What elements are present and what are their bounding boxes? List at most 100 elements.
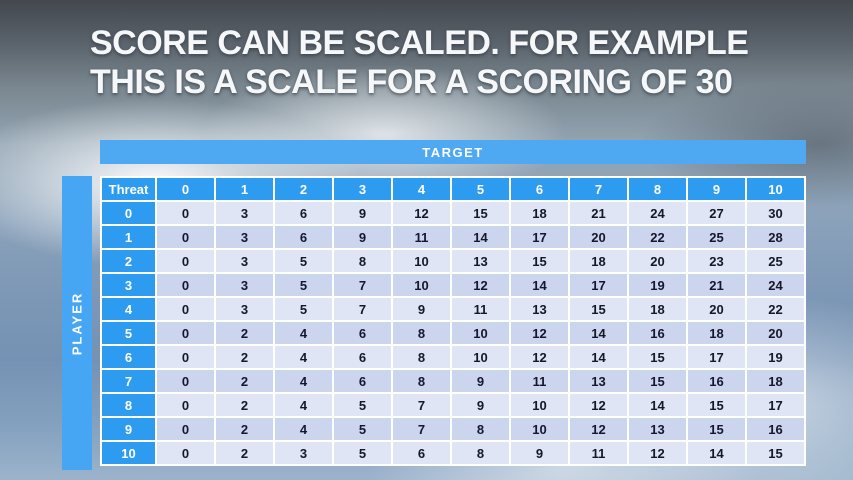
table-header-row: Threat 0 1 2 3 4 5 6 7 8 9 10 [100, 176, 806, 202]
score-cell: 6 [332, 344, 393, 370]
table-row: 10 0 2 3 5 6 8 9 11 12 14 15 [100, 440, 806, 466]
score-cell: 15 [686, 392, 747, 418]
col-header-cell: 8 [627, 176, 688, 202]
score-cell: 2 [214, 392, 275, 418]
row-header-cell: 6 [100, 344, 157, 370]
score-cell: 21 [686, 272, 747, 298]
score-cell: 4 [273, 320, 334, 346]
score-cell: 3 [273, 440, 334, 466]
table-row: 7 0 2 4 6 8 9 11 13 15 16 18 [100, 368, 806, 394]
score-cell: 7 [332, 296, 393, 322]
score-cell: 19 [745, 344, 806, 370]
score-cell: 10 [391, 272, 452, 298]
score-cell: 8 [391, 344, 452, 370]
table-row: 2 0 3 5 8 10 13 15 18 20 23 25 [100, 248, 806, 274]
score-cell: 2 [214, 320, 275, 346]
table-row: 3 0 3 5 7 10 12 14 17 19 21 24 [100, 272, 806, 298]
score-cell: 3 [214, 224, 275, 250]
score-cell: 0 [155, 296, 216, 322]
row-header-cell: 5 [100, 320, 157, 346]
score-cell: 6 [273, 200, 334, 226]
score-cell: 16 [627, 320, 688, 346]
score-cell: 12 [568, 392, 629, 418]
score-cell: 10 [391, 248, 452, 274]
score-cell: 5 [273, 272, 334, 298]
score-cell: 0 [155, 344, 216, 370]
score-cell: 8 [332, 248, 393, 274]
score-cell: 0 [155, 440, 216, 466]
score-cell: 24 [627, 200, 688, 226]
score-cell: 12 [627, 440, 688, 466]
score-cell: 3 [214, 272, 275, 298]
title-line-2: THIS IS A SCALE FOR A SCORING OF 30 [90, 62, 733, 101]
score-cell: 6 [332, 368, 393, 394]
score-cell: 8 [391, 368, 452, 394]
col-header-cell: 7 [568, 176, 629, 202]
table-row: 5 0 2 4 6 8 10 12 14 16 18 20 [100, 320, 806, 346]
score-cell: 3 [214, 248, 275, 274]
table-row: 1 0 3 6 9 11 14 17 20 22 25 28 [100, 224, 806, 250]
score-cell: 2 [214, 416, 275, 442]
score-cell: 20 [745, 320, 806, 346]
score-cell: 12 [509, 320, 570, 346]
col-header-cell: 1 [214, 176, 275, 202]
score-cell: 3 [214, 200, 275, 226]
score-cell: 30 [745, 200, 806, 226]
score-cell: 14 [627, 392, 688, 418]
score-cell: 10 [450, 320, 511, 346]
score-cell: 4 [273, 344, 334, 370]
score-cell: 15 [450, 200, 511, 226]
score-cell: 3 [214, 296, 275, 322]
score-cell: 11 [509, 368, 570, 394]
score-cell: 9 [332, 200, 393, 226]
score-cell: 6 [332, 320, 393, 346]
score-cell: 9 [450, 368, 511, 394]
score-cell: 8 [450, 440, 511, 466]
row-header-cell: 4 [100, 296, 157, 322]
score-cell: 12 [450, 272, 511, 298]
table-row: 9 0 2 4 5 7 8 10 12 13 15 16 [100, 416, 806, 442]
score-cell: 14 [509, 272, 570, 298]
score-cell: 0 [155, 392, 216, 418]
score-cell: 14 [568, 344, 629, 370]
score-cell: 15 [627, 344, 688, 370]
score-cell: 5 [332, 416, 393, 442]
score-cell: 6 [391, 440, 452, 466]
score-cell: 4 [273, 392, 334, 418]
score-cell: 7 [391, 416, 452, 442]
score-cell: 0 [155, 272, 216, 298]
score-cell: 10 [509, 416, 570, 442]
scoring-table: Threat 0 1 2 3 4 5 6 7 8 9 10 0 0 3 6 9 12 15 18 21 24 27 30 1… [100, 176, 806, 466]
table-row: 8 0 2 4 5 7 9 10 12 14 15 17 [100, 392, 806, 418]
player-axis-header: PLAYER [62, 176, 92, 470]
score-cell: 18 [627, 296, 688, 322]
score-cell: 13 [509, 296, 570, 322]
score-cell: 12 [568, 416, 629, 442]
score-cell: 2 [214, 368, 275, 394]
score-cell: 4 [273, 416, 334, 442]
score-cell: 0 [155, 416, 216, 442]
score-cell: 9 [391, 296, 452, 322]
player-axis-label: PLAYER [69, 291, 85, 355]
col-header-cell: 3 [332, 176, 393, 202]
score-cell: 22 [627, 224, 688, 250]
score-cell: 12 [391, 200, 452, 226]
row-header-cell: 0 [100, 200, 157, 226]
score-cell: 9 [450, 392, 511, 418]
score-cell: 6 [273, 224, 334, 250]
score-cell: 10 [509, 392, 570, 418]
score-cell: 17 [686, 344, 747, 370]
score-cell: 23 [686, 248, 747, 274]
score-cell: 2 [214, 440, 275, 466]
score-cell: 13 [627, 416, 688, 442]
score-cell: 8 [450, 416, 511, 442]
score-cell: 15 [686, 416, 747, 442]
page-title: SCORE CAN BE SCALED. FOR EXAMPLE THIS IS… [90, 24, 749, 102]
score-cell: 17 [568, 272, 629, 298]
score-cell: 9 [509, 440, 570, 466]
table-row: 6 0 2 4 6 8 10 12 14 15 17 19 [100, 344, 806, 370]
score-cell: 17 [509, 224, 570, 250]
table-row: 0 0 3 6 9 12 15 18 21 24 27 30 [100, 200, 806, 226]
score-cell: 25 [686, 224, 747, 250]
